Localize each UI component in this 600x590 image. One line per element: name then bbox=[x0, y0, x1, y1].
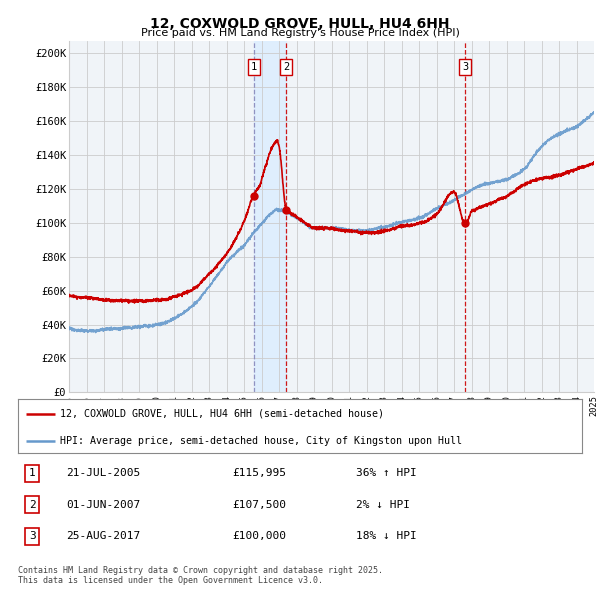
Text: 01-JUN-2007: 01-JUN-2007 bbox=[66, 500, 140, 510]
Bar bbox=[254, 41, 286, 392]
Text: 2% ↓ HPI: 2% ↓ HPI bbox=[356, 500, 410, 510]
Text: 36% ↑ HPI: 36% ↑ HPI bbox=[356, 468, 417, 478]
Text: 3: 3 bbox=[29, 532, 35, 542]
Text: 2: 2 bbox=[283, 62, 289, 72]
Text: Contains HM Land Registry data © Crown copyright and database right 2025.
This d: Contains HM Land Registry data © Crown c… bbox=[18, 566, 383, 585]
Text: 25-AUG-2017: 25-AUG-2017 bbox=[66, 532, 140, 542]
Text: £115,995: £115,995 bbox=[232, 468, 286, 478]
Text: 12, COXWOLD GROVE, HULL, HU4 6HH: 12, COXWOLD GROVE, HULL, HU4 6HH bbox=[150, 17, 450, 31]
Text: 2: 2 bbox=[29, 500, 35, 510]
Text: £107,500: £107,500 bbox=[232, 500, 286, 510]
Text: 1: 1 bbox=[29, 468, 35, 478]
Text: 3: 3 bbox=[462, 62, 469, 72]
Text: 12, COXWOLD GROVE, HULL, HU4 6HH (semi-detached house): 12, COXWOLD GROVE, HULL, HU4 6HH (semi-d… bbox=[60, 409, 385, 419]
Text: 18% ↓ HPI: 18% ↓ HPI bbox=[356, 532, 417, 542]
Text: 1: 1 bbox=[251, 62, 257, 72]
Text: Price paid vs. HM Land Registry's House Price Index (HPI): Price paid vs. HM Land Registry's House … bbox=[140, 28, 460, 38]
Text: HPI: Average price, semi-detached house, City of Kingston upon Hull: HPI: Average price, semi-detached house,… bbox=[60, 436, 463, 446]
Text: £100,000: £100,000 bbox=[232, 532, 286, 542]
Text: 21-JUL-2005: 21-JUL-2005 bbox=[66, 468, 140, 478]
